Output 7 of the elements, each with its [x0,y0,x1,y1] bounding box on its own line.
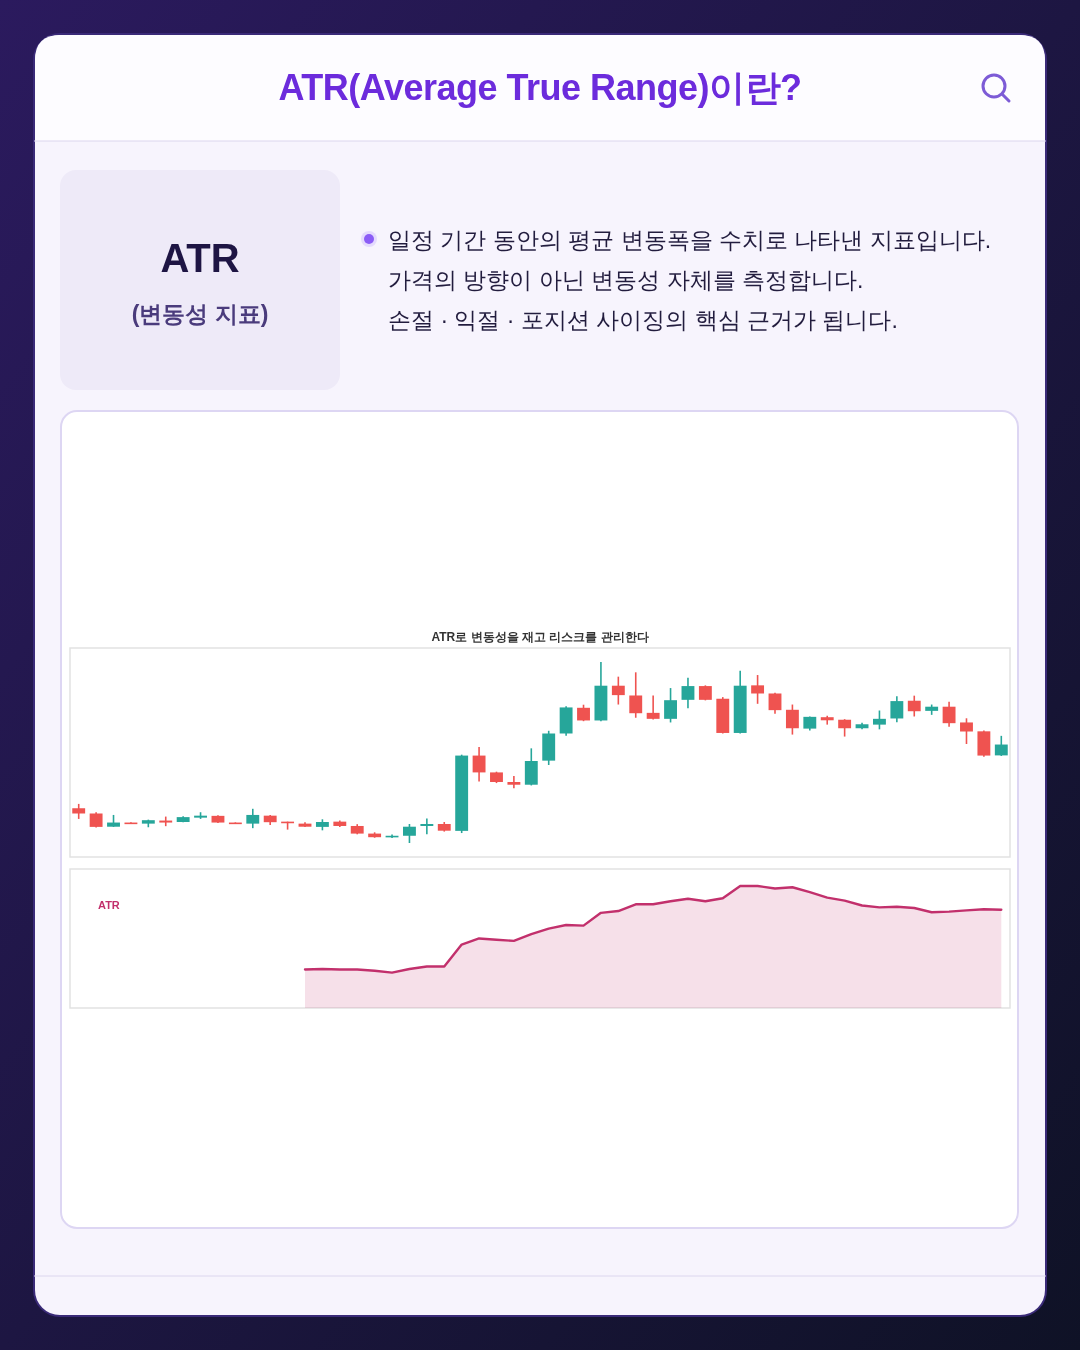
title: ATR(Average True Range)이란? [278,67,802,108]
annotation: (변동성 지표) [131,301,269,327]
annotation: 손절 · 익절 · 포지션 사이징의 핵심 근거가 됩니다. [388,307,898,333]
title: ATR로 변동성을 재고 리스크를 관리한다 [431,630,649,644]
annotation: ATR [160,236,240,280]
annotation: 일정 기간 동안의 평균 변동폭을 수치로 나타낸 지표입니다. [388,227,992,253]
annotation: 가격의 방향이 아닌 변동성 자체를 측정합니다. [388,267,864,293]
